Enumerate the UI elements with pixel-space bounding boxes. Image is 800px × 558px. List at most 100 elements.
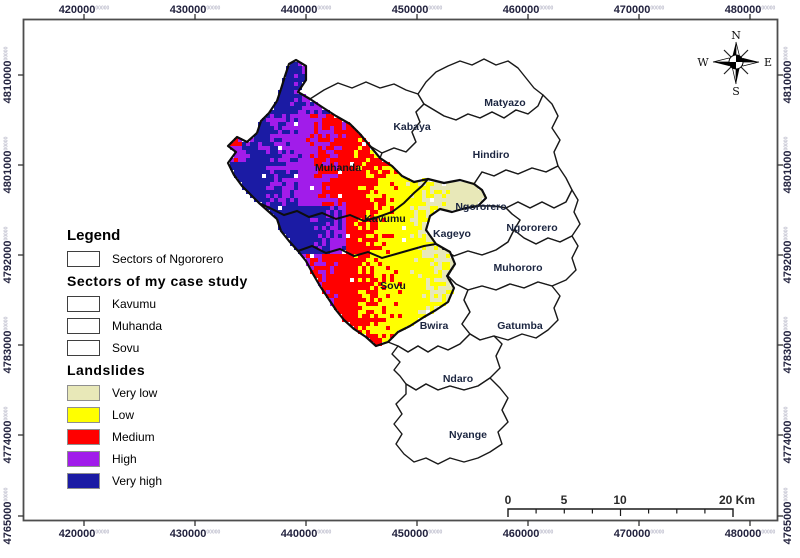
- district-sectors: [309, 58, 581, 465]
- legend-item: High: [67, 451, 287, 467]
- legend-item-label: Sectors of Ngororero: [112, 252, 224, 266]
- compass-s-label: S: [732, 85, 740, 98]
- grid-x-label: 42000000000: [59, 4, 110, 16]
- grid-y-label: 479200000000: [2, 226, 14, 283]
- label-nyange: Nyange: [449, 429, 487, 441]
- compass-spike-nw: [723, 49, 732, 58]
- legend-item: Very low: [67, 385, 287, 401]
- compass-spike-ne: [740, 49, 749, 58]
- label-muhororo: Muhororo: [494, 262, 543, 274]
- grid-y-label: 477400000000: [782, 406, 794, 463]
- grid-x-label: 45000000000: [392, 4, 443, 16]
- grid-y-label: 480100000000: [782, 136, 794, 193]
- legend-swatch: [67, 473, 100, 489]
- scale-bar: 0 5 10 20 Km: [505, 493, 755, 517]
- grid-y-label: 481000000000: [2, 46, 14, 103]
- legend-swatch: [67, 296, 100, 312]
- label-kavumu: Kavumu: [364, 213, 405, 225]
- compass-rose: N S W E: [697, 29, 772, 98]
- grid-x-label: 48000000000: [725, 4, 776, 16]
- legend-item-label: Very high: [112, 474, 163, 488]
- scale-label-0: 0: [505, 493, 512, 507]
- legend-swatch: [67, 407, 100, 423]
- legend-swatch: [67, 429, 100, 445]
- legend-rows: Sectors of Ngororero Sectors of my case s…: [67, 251, 287, 489]
- compass-circle: [729, 62, 736, 69]
- grid-y-label: 480100000000: [2, 136, 14, 193]
- legend-item-label: Muhanda: [112, 319, 163, 333]
- legend-item: Medium: [67, 429, 287, 445]
- compass-w-label: W: [697, 56, 709, 69]
- label-muhanda: Muhanda: [315, 162, 361, 174]
- grid-x-label: 44000000000: [281, 4, 332, 16]
- legend-item: Sectors of Ngororero: [67, 251, 287, 267]
- legend-item-label: Kavumu: [112, 297, 157, 311]
- legend-swatch: [67, 451, 100, 467]
- grid-y-label: 479200000000: [782, 226, 794, 283]
- compass-e-label: E: [764, 56, 772, 69]
- label-sovu: Sovu: [380, 280, 406, 292]
- legend-item: Low: [67, 407, 287, 423]
- muhanda-kavumu-boundary: [258, 178, 429, 223]
- compass-circle: [736, 55, 743, 62]
- sector-ndaro: [391, 333, 503, 391]
- legend-title: Legend: [67, 227, 121, 244]
- legend-heading: Landslides: [67, 362, 146, 378]
- grid-y-label: 476500000000: [782, 487, 794, 544]
- legend-item-label: Sovu: [112, 341, 140, 355]
- legend-swatch: [67, 251, 100, 267]
- sector-nyange: [393, 377, 509, 465]
- grid-x-label: 43000000000: [170, 4, 221, 16]
- grid-x-label: 46000000000: [503, 528, 554, 540]
- grid-x-label: 46000000000: [503, 4, 554, 16]
- grid-x-label: 47000000000: [614, 4, 665, 16]
- legend-item-label: High: [112, 452, 137, 466]
- grid-x-label: 48000000000: [725, 528, 776, 540]
- grid-x-label: 42000000000: [59, 528, 110, 540]
- label-kabaya: Kabaya: [393, 121, 431, 133]
- legend-heading: Sectors of my case study: [67, 273, 248, 289]
- legend-item: Muhanda: [67, 318, 287, 334]
- label-ndaro: Ndaro: [443, 373, 473, 385]
- grid-y-label: 477400000000: [2, 406, 14, 463]
- label-ngororero_sector: Ngororero: [455, 201, 506, 213]
- coordinate-grid-labels: 42000000000 42000000000 43000000000 4300000…: [2, 4, 794, 544]
- sector-gatumba: [461, 281, 561, 341]
- compass-spike-se: [740, 66, 749, 75]
- label-matyazo: Matyazo: [484, 97, 525, 109]
- scale-label-10: 10: [613, 493, 627, 507]
- scale-label-20km: 20 Km: [719, 493, 755, 507]
- legend-item: Kavumu: [67, 296, 287, 312]
- label-ngororero_east: Ngororero: [506, 222, 557, 234]
- case-study-outline: [226, 58, 488, 348]
- label-kageyo: Kageyo: [433, 228, 471, 240]
- legend-item: Sovu: [67, 340, 287, 356]
- grid-y-label: 478300000000: [782, 316, 794, 373]
- grid-x-label: 45000000000: [392, 528, 443, 540]
- label-gatumba: Gatumba: [497, 320, 543, 332]
- grid-x-label: 44000000000: [281, 528, 332, 540]
- legend-item-label: Low: [112, 408, 135, 422]
- legend-swatch: [67, 340, 100, 356]
- legend-item-label: Medium: [112, 430, 155, 444]
- grid-y-label: 476500000000: [2, 487, 14, 544]
- grid-y-label: 481000000000: [782, 46, 794, 103]
- compass-n-label: N: [731, 29, 741, 42]
- legend-item-label: Very low: [112, 386, 158, 400]
- legend: Legend Sectors of Ngororero Sectors of my…: [67, 227, 287, 495]
- map-frame: [22, 18, 779, 522]
- kavumu-sovu-boundary: [297, 243, 437, 260]
- label-bwira: Bwira: [420, 320, 449, 332]
- grid-x-label: 47000000000: [614, 528, 665, 540]
- legend-swatch: [67, 385, 100, 401]
- label-hindiro: Hindiro: [473, 149, 510, 161]
- legend-swatch: [67, 318, 100, 334]
- scale-label-5: 5: [561, 493, 568, 507]
- legend-item: Very high: [67, 473, 287, 489]
- compass-spike-sw: [723, 66, 732, 75]
- grid-y-label: 478300000000: [2, 316, 14, 373]
- grid-x-label: 43000000000: [170, 528, 221, 540]
